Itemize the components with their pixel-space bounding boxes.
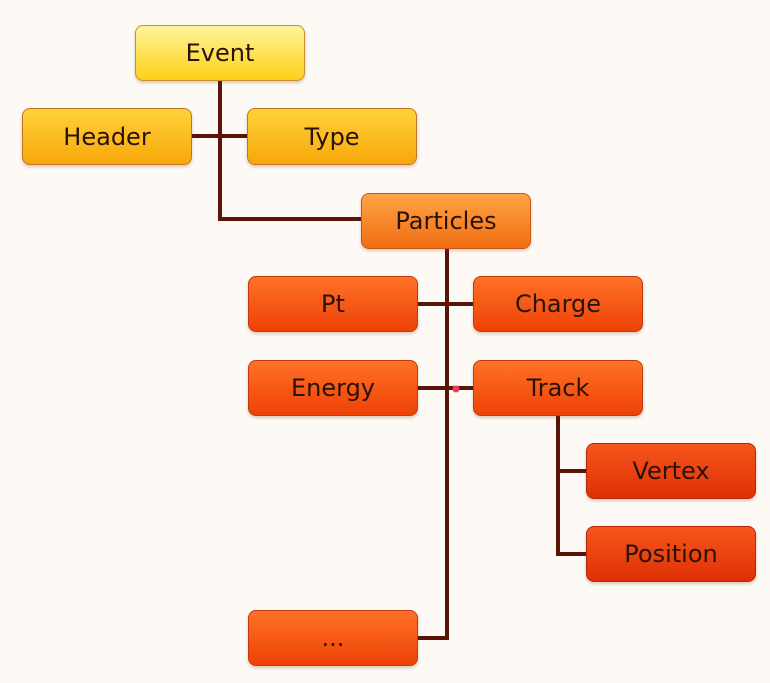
node-type[interactable]: Type: [247, 108, 417, 165]
node-position-label: Position: [624, 540, 718, 568]
node-energy-label: Energy: [290, 374, 376, 402]
node-more-label: ...: [321, 624, 345, 652]
node-track[interactable]: Track: [473, 360, 643, 416]
connector-track-children: [556, 414, 588, 556]
node-charge[interactable]: Charge: [473, 276, 643, 332]
node-particles[interactable]: Particles: [361, 193, 531, 249]
node-pt[interactable]: Pt: [248, 276, 418, 332]
node-header[interactable]: Header: [22, 108, 192, 165]
node-energy[interactable]: Energy: [248, 360, 418, 416]
node-pt-label: Pt: [321, 290, 345, 318]
node-charge-label: Charge: [514, 290, 602, 318]
connector-event-particles: [218, 79, 363, 221]
node-particles-label: Particles: [395, 207, 497, 235]
node-event-label: Event: [185, 39, 255, 67]
node-track-label: Track: [526, 374, 590, 402]
node-vertex-label: Vertex: [632, 457, 710, 485]
node-more[interactable]: ...: [248, 610, 418, 666]
node-event[interactable]: Event: [135, 25, 305, 81]
node-position[interactable]: Position: [586, 526, 756, 582]
connector-junction-dot: [452, 385, 460, 393]
node-type-label: Type: [304, 122, 360, 151]
connector-particles-more: [416, 247, 449, 640]
node-header-label: Header: [63, 122, 151, 151]
node-vertex[interactable]: Vertex: [586, 443, 756, 499]
